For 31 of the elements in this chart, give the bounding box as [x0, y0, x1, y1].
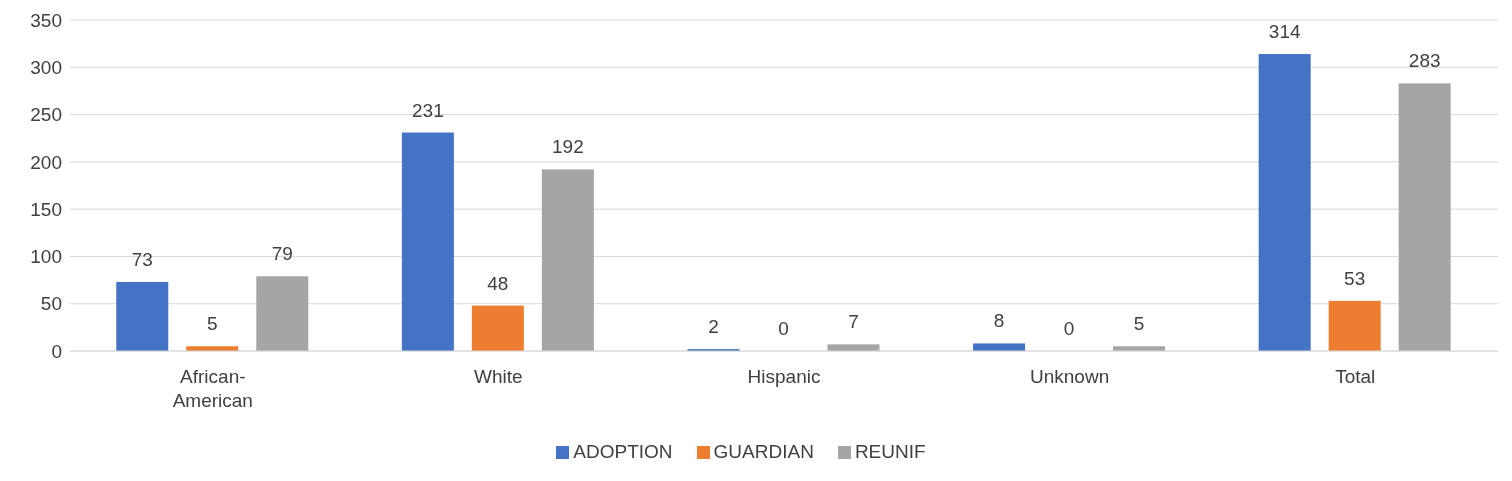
- data-label: 283: [1408, 50, 1441, 72]
- y-tick-label: 0: [51, 340, 62, 362]
- data-label: 231: [412, 99, 444, 121]
- y-tick-label: 300: [30, 57, 62, 79]
- x-tick-label: Unknown: [1029, 366, 1110, 387]
- data-label: 314: [1268, 21, 1301, 43]
- data-label: 0: [1063, 318, 1075, 339]
- x-tick-label: Hispanic: [747, 366, 821, 387]
- data-label: 192: [552, 136, 584, 158]
- data-label: 7: [848, 311, 859, 333]
- data-label: 8: [993, 310, 1005, 332]
- y-tick-label: 100: [30, 246, 62, 268]
- data-label: 53: [1344, 267, 1366, 289]
- data-label: 2: [708, 316, 719, 338]
- data-label: 5: [1133, 313, 1145, 335]
- legend-label: GUARDIAN: [713, 441, 814, 462]
- data-label: 79: [271, 243, 293, 265]
- x-tick-label: African-American: [172, 366, 253, 411]
- legend-label: REUNIF: [854, 441, 926, 462]
- y-tick-label: 350: [30, 9, 62, 31]
- y-tick-label: 250: [30, 104, 62, 126]
- data-label: 5: [206, 313, 218, 335]
- legend-label: ADOPTION: [573, 441, 673, 462]
- y-tick-label: 200: [30, 151, 62, 173]
- y-tick-label: 150: [30, 198, 62, 220]
- y-tick-label: 50: [40, 293, 62, 315]
- data-label: 0: [778, 318, 789, 339]
- data-label: 48: [487, 272, 509, 294]
- x-tick-label: Total: [1335, 366, 1376, 387]
- data-label: 73: [131, 248, 153, 270]
- x-tick-label: White: [474, 366, 523, 387]
